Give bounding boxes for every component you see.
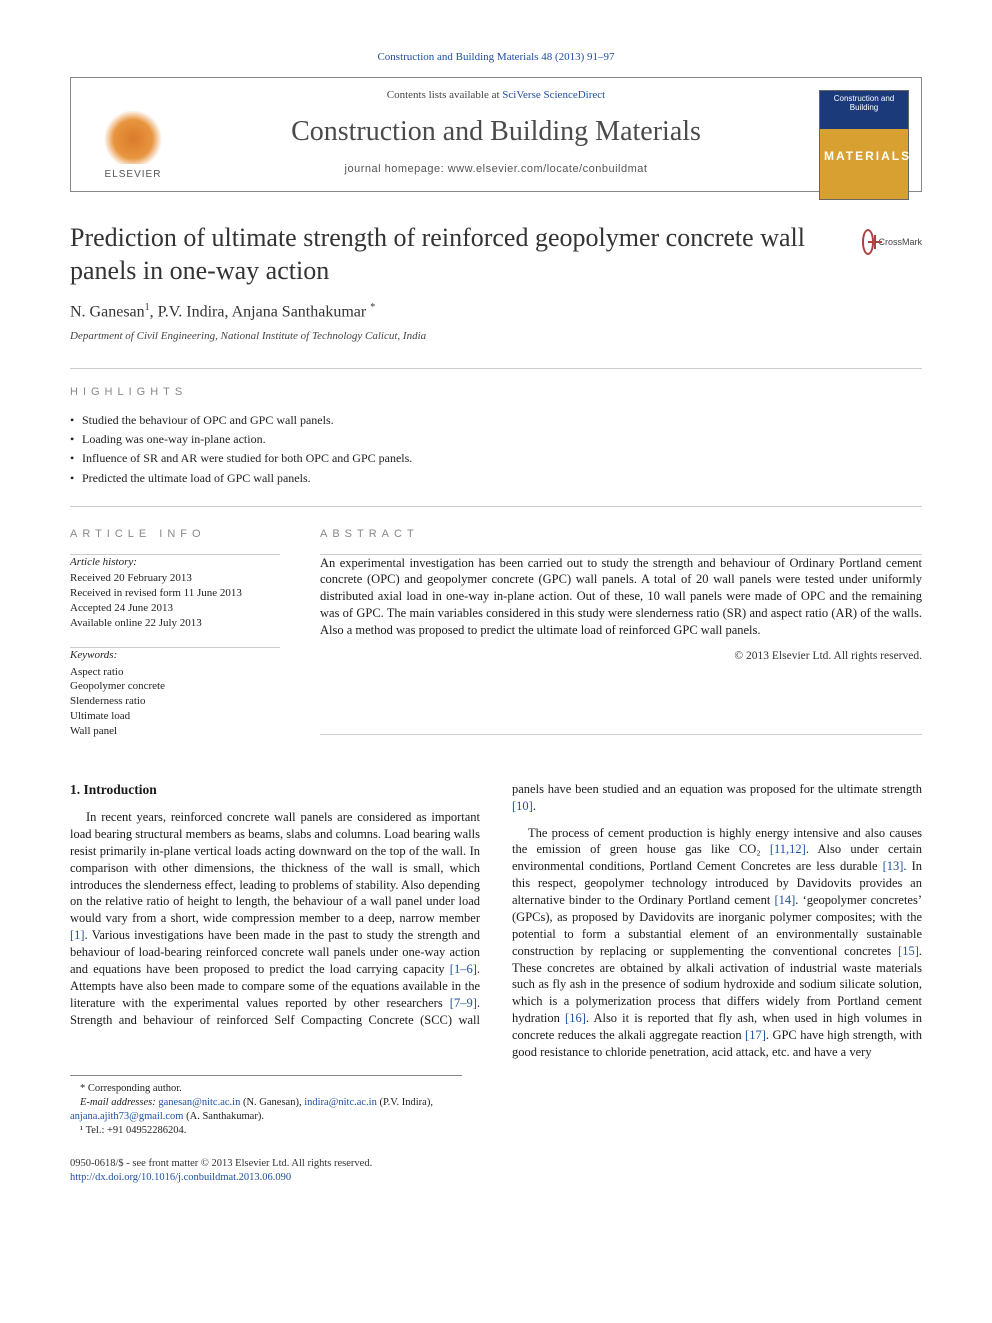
ref-link[interactable]: [17] (745, 1028, 766, 1042)
article-title: Prediction of ultimate strength of reinf… (70, 222, 842, 287)
keyword: Slenderness ratio (70, 694, 280, 709)
contents-line: Contents lists available at SciVerse Sci… (201, 88, 791, 103)
homepage-url[interactable]: www.elsevier.com/locate/conbuildmat (448, 163, 648, 175)
article-info-label: ARTICLE INFO (70, 527, 280, 542)
crossmark-badge[interactable]: CrossMark (862, 222, 922, 262)
sciencedirect-link[interactable]: SciVerse ScienceDirect (502, 89, 605, 101)
highlight-item: Studied the behaviour of OPC and GPC wal… (70, 412, 922, 428)
email-label: E-mail addresses: (80, 1097, 156, 1108)
ref-link[interactable]: [13] (883, 859, 904, 873)
keyword: Geopolymer concrete (70, 679, 280, 694)
cover-line2: MATERIALS (824, 148, 904, 164)
author-3-sup: * (370, 302, 375, 313)
revised-date: Received in revised form 11 June 2013 (70, 586, 280, 601)
elsevier-logo: ELSEVIER (83, 90, 183, 182)
intro-para-2: The process of cement production is high… (512, 825, 922, 1061)
elsevier-label: ELSEVIER (105, 168, 162, 182)
affiliation: Department of Civil Engineering, Nationa… (70, 329, 922, 344)
highlights-list: Studied the behaviour of OPC and GPC wal… (70, 412, 922, 486)
abstract-label: ABSTRACT (320, 527, 922, 542)
ref-link[interactable]: [7–9] (450, 996, 477, 1010)
rule (320, 734, 922, 735)
ref-link[interactable]: [1] (70, 928, 85, 942)
corresponding-author: * Corresponding author. (70, 1082, 462, 1096)
author-2: P.V. Indira (158, 304, 225, 321)
cover-line1: Construction and Building (824, 95, 904, 113)
keyword: Aspect ratio (70, 665, 280, 680)
ref-link[interactable]: [10] (512, 799, 533, 813)
received-date: Received 20 February 2013 (70, 571, 280, 586)
journal-name: Construction and Building Materials (201, 113, 791, 151)
email-link[interactable]: anjana.ajith73@gmail.com (70, 1111, 183, 1122)
keyword: Wall panel (70, 724, 280, 739)
abstract-text: An experimental investigation has been c… (320, 555, 922, 639)
doi-link[interactable]: http://dx.doi.org/10.1016/j.conbuildmat.… (70, 1172, 291, 1183)
bottom-meta: 0950-0618/$ - see front matter © 2013 El… (70, 1157, 922, 1185)
highlight-item: Loading was one-way in-plane action. (70, 431, 922, 447)
rule (70, 368, 922, 369)
ref-link[interactable]: [14] (774, 893, 795, 907)
intro-heading: 1. Introduction (70, 781, 480, 799)
email-addresses: E-mail addresses: ganesan@nitc.ac.in (N.… (70, 1096, 462, 1124)
crossmark-label: CrossMark (878, 236, 922, 248)
homepage-prefix: journal homepage: (345, 163, 448, 175)
journal-cover-thumb: Construction and Building MATERIALS (819, 90, 909, 200)
keywords-label: Keywords: (70, 648, 280, 663)
authors: N. Ganesan1, P.V. Indira, Anjana Santhak… (70, 301, 922, 323)
homepage-line: journal homepage: www.elsevier.com/locat… (201, 162, 791, 177)
highlight-item: Predicted the ultimate load of GPC wall … (70, 470, 922, 486)
ref-link[interactable]: [11,12] (770, 842, 806, 856)
telephone: ¹ Tel.: +91 04952286204. (70, 1124, 462, 1138)
ref-link[interactable]: [1–6] (450, 962, 477, 976)
email-link[interactable]: ganesan@nitc.ac.in (158, 1097, 240, 1108)
footnotes: * Corresponding author. E-mail addresses… (70, 1075, 462, 1139)
author-1-sup: 1 (145, 302, 150, 313)
rule (70, 506, 922, 507)
keyword: Ultimate load (70, 709, 280, 724)
highlight-item: Influence of SR and AR were studied for … (70, 450, 922, 466)
article-history: Article history: Received 20 February 20… (70, 555, 280, 631)
contents-prefix: Contents lists available at (387, 89, 502, 101)
journal-header: ELSEVIER Construction and Building MATER… (70, 77, 922, 192)
ref-link[interactable]: [16] (565, 1011, 586, 1025)
author-3: Anjana Santhakumar (232, 304, 367, 321)
citation: Construction and Building Materials 48 (… (70, 50, 922, 65)
ref-link[interactable]: [15] (898, 944, 919, 958)
issn-line: 0950-0618/$ - see front matter © 2013 El… (70, 1157, 922, 1171)
email-link[interactable]: indira@nitc.ac.in (304, 1097, 377, 1108)
highlights-label: HIGHLIGHTS (70, 385, 922, 400)
keywords-block: Keywords: Aspect ratio Geopolymer concre… (70, 648, 280, 739)
accepted-date: Accepted 24 June 2013 (70, 601, 280, 616)
elsevier-tree-icon (102, 102, 164, 164)
author-1: N. Ganesan (70, 304, 145, 321)
abstract-copyright: © 2013 Elsevier Ltd. All rights reserved… (320, 649, 922, 665)
doi-line: http://dx.doi.org/10.1016/j.conbuildmat.… (70, 1171, 922, 1185)
history-label: Article history: (70, 555, 280, 570)
body-columns: 1. Introduction In recent years, reinfor… (70, 781, 922, 1061)
crossmark-icon (862, 229, 874, 255)
online-date: Available online 22 July 2013 (70, 616, 280, 631)
